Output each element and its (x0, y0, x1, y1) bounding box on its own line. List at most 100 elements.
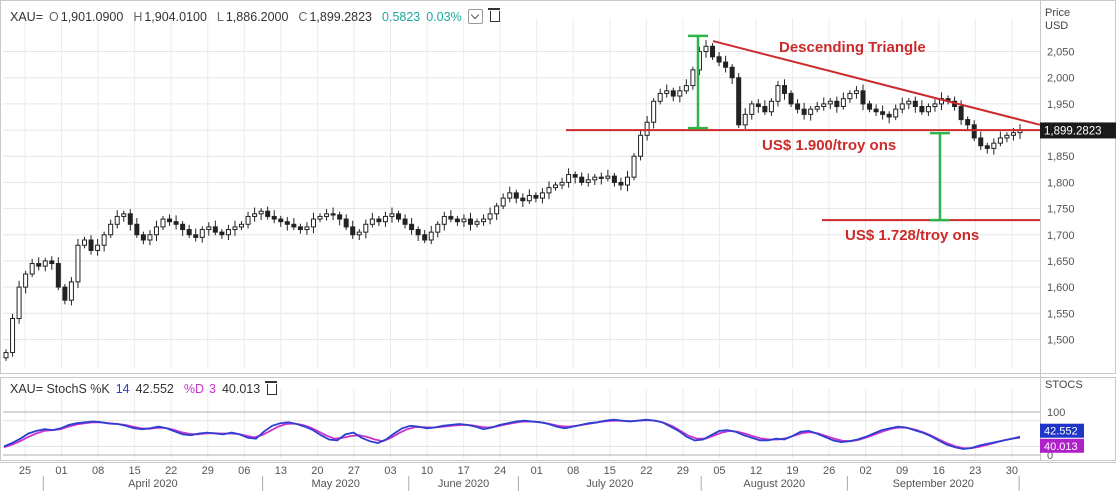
candle-body (245, 215, 251, 225)
candle-body (343, 218, 349, 228)
candle-body (598, 176, 604, 179)
candle-body (467, 218, 473, 225)
x-day-tick-label: 16 (933, 465, 945, 477)
candle-body (572, 174, 578, 178)
candle-body (618, 181, 624, 186)
candle-body (899, 103, 905, 110)
pattern-annotation-label: Descending Triangle (779, 39, 926, 56)
candle-body (513, 192, 519, 199)
candle-body (611, 175, 617, 183)
candle-body (36, 263, 42, 267)
price-tick-label: 1,550 (1047, 308, 1075, 320)
candle-body (193, 234, 199, 238)
candle-body (42, 260, 48, 267)
x-month-label: September 2020 (893, 478, 974, 490)
price-tick-label: 1,500 (1047, 334, 1075, 346)
candle-body (755, 103, 761, 108)
last-price-badge-text: 1,899.2823 (1044, 125, 1102, 137)
candle-body (101, 234, 107, 246)
x-day-tick-label: 03 (384, 465, 396, 477)
price-tick-label: 2,050 (1047, 47, 1075, 59)
candle-body (212, 226, 218, 233)
candle-body (507, 192, 513, 199)
candle-body (500, 197, 506, 207)
x-day-tick-label: 24 (494, 465, 506, 477)
stoch-d-value: 40.013 (221, 382, 261, 396)
candle-body (415, 229, 421, 236)
candle-body (291, 223, 297, 228)
candle-body (605, 175, 611, 179)
candle-body (1004, 134, 1010, 139)
x-month-label: May 2020 (312, 478, 360, 490)
close-label: C (298, 9, 308, 24)
stoch-axis-title: STOCS (1045, 379, 1083, 391)
stoch-label: XAU= StochS %K (10, 382, 110, 396)
candle-body (369, 218, 375, 225)
x-day-tick-label: 12 (750, 465, 762, 477)
candle-body (180, 223, 186, 231)
candle-body (670, 90, 676, 97)
candle-body (304, 226, 310, 231)
candle-body (441, 215, 447, 225)
x-month-label: April 2020 (128, 478, 178, 490)
candle-body (219, 231, 225, 236)
candle-body (95, 244, 101, 251)
x-day-tick-label: 22 (165, 465, 177, 477)
candle-body (893, 108, 899, 118)
candle-body (742, 113, 748, 126)
x-day-tick-label: 19 (786, 465, 798, 477)
candle-body (330, 213, 336, 216)
candle-body (88, 239, 94, 251)
candle-body (651, 100, 657, 123)
candle-body (827, 100, 833, 105)
candle-body (768, 100, 774, 113)
candle-body (664, 90, 670, 94)
candle-body (310, 218, 316, 228)
candle-body (337, 214, 343, 220)
candle-body (788, 92, 794, 105)
x-month-label: August 2020 (743, 478, 805, 490)
x-day-tick-label: 23 (969, 465, 981, 477)
stoch-k-period: 14 (115, 382, 130, 396)
high-label: H (133, 9, 143, 24)
candle-body (278, 218, 284, 223)
candle-body (880, 111, 886, 115)
candle-body (481, 218, 487, 223)
candle-body (225, 229, 231, 236)
candle-body (428, 231, 434, 241)
x-day-tick-label: 15 (604, 465, 616, 477)
candle-body (82, 239, 88, 246)
candle-body (919, 106, 925, 113)
candle-body (539, 192, 545, 199)
candle-body (153, 226, 159, 236)
candle-body (173, 221, 179, 225)
x-month-label: June 2020 (438, 478, 489, 490)
candle-body (284, 221, 290, 225)
candle-body (906, 100, 912, 105)
chevron-down-icon[interactable] (467, 9, 483, 24)
price-tick-label: 1,600 (1047, 282, 1075, 294)
candle-body (867, 103, 873, 110)
stoch-d-badge-text: 40.013 (1044, 441, 1078, 453)
candle-body (716, 56, 722, 63)
candle-body (435, 223, 441, 233)
candle-body (127, 213, 133, 225)
candle-body (29, 263, 35, 275)
candle-body (579, 176, 585, 183)
candle-body (566, 174, 572, 183)
stoch-d-period: 3 (209, 382, 216, 396)
candle-body (781, 85, 787, 94)
candle-body (422, 234, 428, 241)
close-value: 1,899.2823 (309, 9, 373, 24)
candle-body (297, 226, 303, 231)
price-axis-title: Price USD (1045, 7, 1070, 33)
candle-body (494, 205, 500, 215)
x-day-tick-label: 29 (677, 465, 689, 477)
trash-icon[interactable] (265, 380, 278, 395)
x-day-tick-label: 15 (129, 465, 141, 477)
candle-body (3, 352, 9, 359)
open-label: O (49, 9, 59, 24)
trash-icon[interactable] (487, 8, 500, 22)
candle-body (526, 195, 532, 202)
